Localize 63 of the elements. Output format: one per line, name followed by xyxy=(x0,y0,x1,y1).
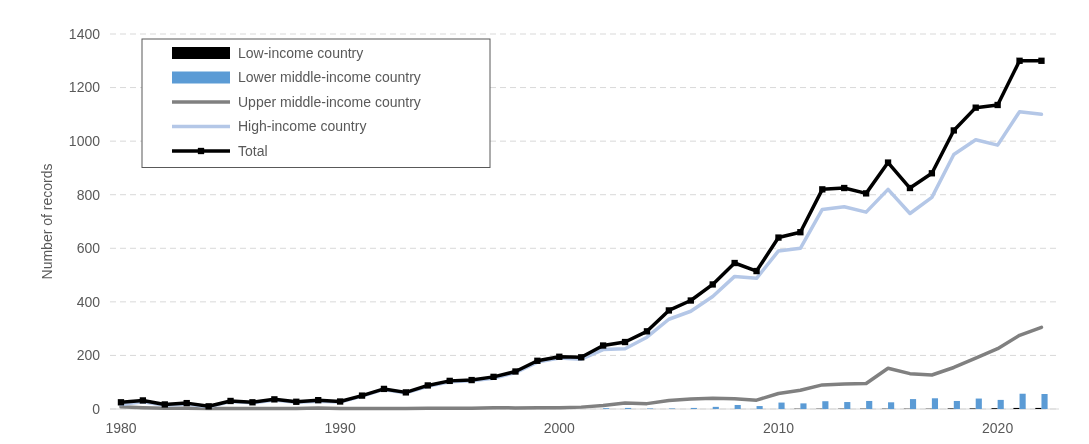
point xyxy=(402,389,410,396)
point xyxy=(534,357,541,364)
point xyxy=(512,368,519,375)
y-tick-label: 200 xyxy=(76,347,101,364)
point xyxy=(731,259,738,267)
point xyxy=(972,104,979,111)
point xyxy=(599,342,607,349)
point xyxy=(578,354,585,361)
point xyxy=(117,399,125,406)
point xyxy=(621,338,629,346)
x-tick-label: 2000 xyxy=(543,420,576,436)
point xyxy=(161,401,168,408)
point xyxy=(841,184,848,192)
y-tick-label: 400 xyxy=(76,293,101,310)
point xyxy=(797,229,804,236)
y-tick-label: 1000 xyxy=(68,133,101,150)
legend-label: Upper middle-income country xyxy=(238,93,421,110)
point xyxy=(249,399,256,406)
point xyxy=(1016,57,1023,64)
point xyxy=(862,190,870,197)
legend-label: Total xyxy=(238,142,268,159)
x-tick-label: 1990 xyxy=(324,420,356,436)
line-series xyxy=(119,325,1044,411)
point xyxy=(775,234,782,241)
point xyxy=(753,267,760,275)
point xyxy=(205,403,212,410)
point xyxy=(1038,57,1045,64)
legend-label: Lower middle-income country xyxy=(238,69,421,86)
point xyxy=(424,382,431,389)
point xyxy=(884,159,892,166)
y-tick-label: 600 xyxy=(76,240,101,257)
point xyxy=(293,398,300,405)
y-tick-label: 1400 xyxy=(68,25,101,42)
point xyxy=(227,397,234,405)
x-tick-label: 1980 xyxy=(105,420,137,436)
point xyxy=(139,397,147,404)
point xyxy=(490,373,497,381)
point xyxy=(994,101,1001,109)
point xyxy=(906,184,914,192)
point xyxy=(665,307,673,314)
point xyxy=(819,186,826,193)
y-tick-label: 800 xyxy=(76,186,101,203)
y-axis-title: Number of records xyxy=(39,163,55,280)
point xyxy=(446,377,453,385)
point xyxy=(358,392,366,399)
point xyxy=(928,170,936,177)
point xyxy=(643,328,651,335)
y-tick-label: 1200 xyxy=(68,79,101,96)
point xyxy=(950,127,957,134)
point xyxy=(315,397,322,404)
x-tick-label: 2020 xyxy=(982,420,1014,436)
point xyxy=(380,385,388,393)
point xyxy=(271,396,278,403)
point xyxy=(336,398,344,405)
point xyxy=(556,353,563,360)
point xyxy=(183,399,190,407)
point xyxy=(709,281,716,288)
legend-label: High-income country xyxy=(238,118,367,135)
x-tick-label: 2010 xyxy=(762,420,795,436)
legend-label: Low-income country xyxy=(238,44,364,61)
point xyxy=(687,297,694,304)
y-tick-label: 0 xyxy=(92,400,101,417)
point xyxy=(468,376,475,384)
